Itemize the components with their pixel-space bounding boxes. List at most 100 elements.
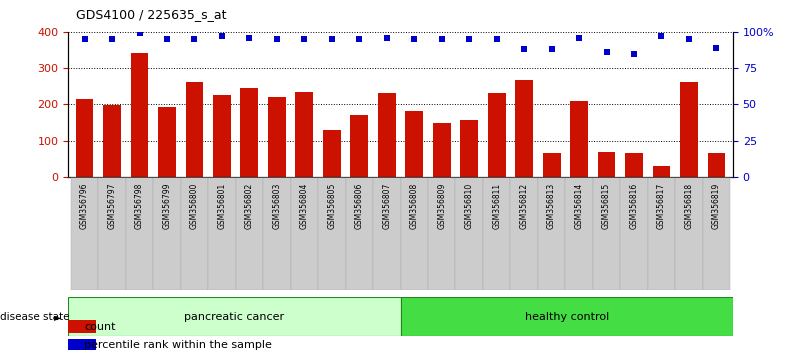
- Text: GSM356817: GSM356817: [657, 183, 666, 229]
- Bar: [433, 123, 451, 177]
- Bar: [625, 153, 643, 177]
- Text: GDS4100 / 225635_s_at: GDS4100 / 225635_s_at: [76, 8, 227, 21]
- FancyBboxPatch shape: [400, 177, 428, 290]
- Bar: [68, 320, 96, 333]
- FancyBboxPatch shape: [510, 177, 537, 290]
- Bar: [461, 120, 478, 177]
- Text: GSM356814: GSM356814: [574, 183, 584, 229]
- FancyBboxPatch shape: [675, 177, 702, 290]
- FancyBboxPatch shape: [483, 177, 510, 290]
- Text: GSM356807: GSM356807: [382, 183, 391, 229]
- FancyBboxPatch shape: [648, 177, 675, 290]
- Text: GSM356819: GSM356819: [712, 183, 721, 229]
- Bar: [68, 339, 96, 350]
- FancyBboxPatch shape: [373, 177, 400, 290]
- FancyBboxPatch shape: [70, 177, 99, 290]
- Point: [517, 46, 530, 52]
- Text: ►: ►: [54, 312, 62, 322]
- Bar: [405, 111, 423, 177]
- Bar: [515, 80, 533, 177]
- Text: GSM356802: GSM356802: [245, 183, 254, 229]
- FancyBboxPatch shape: [593, 177, 620, 290]
- Point: [380, 35, 393, 40]
- Bar: [653, 166, 670, 177]
- Point: [215, 33, 228, 39]
- Point: [408, 36, 421, 42]
- Bar: [680, 82, 698, 177]
- Point: [298, 36, 311, 42]
- FancyBboxPatch shape: [428, 177, 456, 290]
- Text: GSM356801: GSM356801: [217, 183, 227, 229]
- Point: [106, 36, 119, 42]
- Point: [490, 36, 503, 42]
- Bar: [323, 130, 340, 177]
- Text: GSM356809: GSM356809: [437, 183, 446, 229]
- Text: pancreatic cancer: pancreatic cancer: [184, 312, 284, 322]
- FancyBboxPatch shape: [126, 177, 153, 290]
- Bar: [75, 99, 94, 177]
- Point: [600, 49, 613, 55]
- Point: [133, 30, 146, 36]
- Text: GSM356800: GSM356800: [190, 183, 199, 229]
- Point: [271, 36, 284, 42]
- FancyBboxPatch shape: [181, 177, 208, 290]
- Point: [463, 36, 476, 42]
- Point: [573, 35, 586, 40]
- FancyBboxPatch shape: [537, 177, 566, 290]
- Text: healthy control: healthy control: [525, 312, 609, 322]
- Text: GSM356798: GSM356798: [135, 183, 144, 229]
- Point: [188, 36, 201, 42]
- Point: [545, 46, 558, 52]
- Bar: [570, 101, 588, 177]
- Bar: [378, 93, 396, 177]
- Text: GSM356818: GSM356818: [685, 183, 694, 229]
- Point: [628, 51, 641, 57]
- Bar: [186, 81, 203, 177]
- Text: GSM356803: GSM356803: [272, 183, 281, 229]
- FancyBboxPatch shape: [153, 177, 181, 290]
- Point: [78, 36, 91, 42]
- FancyBboxPatch shape: [235, 177, 264, 290]
- FancyBboxPatch shape: [291, 177, 318, 290]
- FancyBboxPatch shape: [566, 177, 593, 290]
- Bar: [598, 152, 615, 177]
- Text: GSM356810: GSM356810: [465, 183, 473, 229]
- FancyBboxPatch shape: [456, 177, 483, 290]
- Point: [243, 35, 256, 40]
- Point: [325, 36, 338, 42]
- Bar: [268, 97, 286, 177]
- Text: GSM356812: GSM356812: [520, 183, 529, 229]
- FancyBboxPatch shape: [620, 177, 648, 290]
- Text: count: count: [84, 321, 115, 332]
- Text: GSM356811: GSM356811: [492, 183, 501, 229]
- Point: [160, 36, 173, 42]
- Point: [682, 36, 695, 42]
- FancyBboxPatch shape: [208, 177, 235, 290]
- FancyBboxPatch shape: [99, 177, 126, 290]
- Point: [710, 45, 723, 51]
- Bar: [68, 297, 400, 336]
- Text: GSM356806: GSM356806: [355, 183, 364, 229]
- Text: GSM356816: GSM356816: [630, 183, 638, 229]
- Text: GSM356799: GSM356799: [163, 183, 171, 229]
- Text: disease state: disease state: [0, 312, 70, 322]
- Bar: [103, 105, 121, 177]
- FancyBboxPatch shape: [318, 177, 345, 290]
- Point: [435, 36, 448, 42]
- Text: GSM356808: GSM356808: [410, 183, 419, 229]
- Text: GSM356815: GSM356815: [602, 183, 611, 229]
- Bar: [707, 153, 726, 177]
- Bar: [213, 95, 231, 177]
- Bar: [131, 53, 148, 177]
- Bar: [296, 92, 313, 177]
- Text: GSM356813: GSM356813: [547, 183, 556, 229]
- FancyBboxPatch shape: [264, 177, 291, 290]
- Bar: [240, 88, 259, 177]
- Text: GSM356797: GSM356797: [107, 183, 116, 229]
- Text: GSM356796: GSM356796: [80, 183, 89, 229]
- Text: GSM356805: GSM356805: [328, 183, 336, 229]
- Text: percentile rank within the sample: percentile rank within the sample: [84, 340, 272, 350]
- Bar: [158, 107, 176, 177]
- Bar: [400, 297, 733, 336]
- Text: GSM356804: GSM356804: [300, 183, 309, 229]
